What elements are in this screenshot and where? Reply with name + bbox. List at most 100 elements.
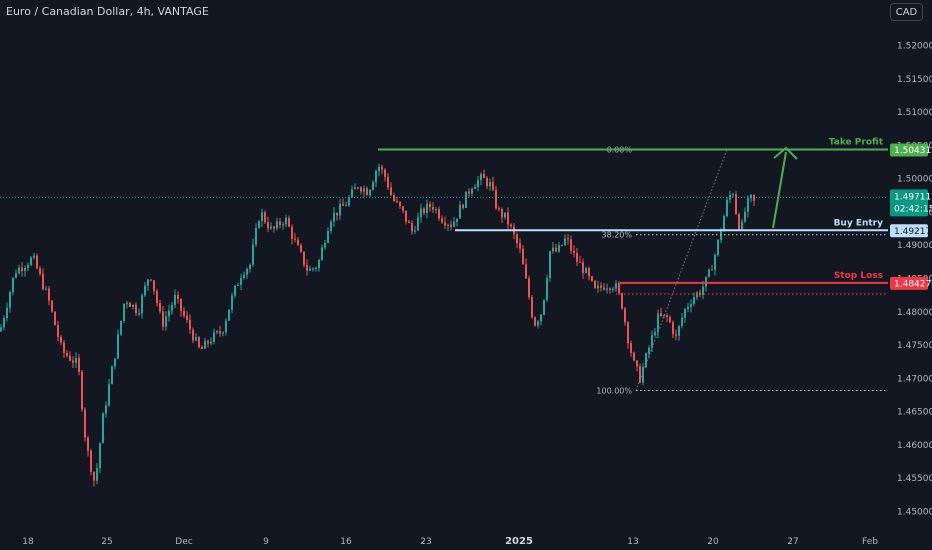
candle-body (267, 222, 269, 229)
candle (267, 216, 269, 233)
candle (81, 369, 83, 412)
buy-entry-price-label: 1.49217 (894, 227, 931, 237)
candle (123, 303, 125, 323)
candle-body (561, 244, 563, 246)
currency-button[interactable]: CAD (890, 3, 923, 21)
y-tick-label: 1.45500 (897, 474, 932, 484)
candle (501, 207, 503, 223)
candle (744, 207, 746, 224)
candle (510, 223, 512, 229)
candle-body (96, 468, 98, 481)
candle-body (540, 314, 542, 322)
candle-body (510, 224, 512, 227)
candle (93, 471, 95, 487)
candle (438, 206, 440, 221)
candle (333, 206, 335, 227)
candle-body (240, 277, 242, 285)
candle (426, 199, 428, 219)
candle-body (225, 320, 227, 333)
candle (588, 266, 590, 281)
candle (411, 220, 413, 235)
candle (291, 224, 293, 245)
candle (363, 185, 365, 198)
candle-body (447, 224, 449, 226)
candle-body (507, 212, 509, 225)
candle (726, 196, 728, 218)
candle (279, 218, 281, 229)
candle (318, 258, 320, 272)
candle-body (744, 211, 746, 222)
candle (177, 291, 179, 304)
candle (24, 265, 26, 277)
candle-body (483, 174, 485, 179)
candle-body (321, 247, 323, 261)
candle-body (138, 313, 140, 315)
candle-body (198, 337, 200, 348)
candle-body (147, 279, 149, 286)
candle (216, 329, 218, 335)
candle (540, 314, 542, 326)
candle (519, 238, 521, 254)
candle-body (348, 197, 350, 206)
take-profit-price-tag (890, 143, 928, 157)
candle-body (522, 248, 524, 265)
candle (459, 200, 461, 219)
candle (390, 182, 392, 196)
candle (516, 232, 518, 249)
countdown-label: 02:42:15 (894, 204, 932, 214)
candle-body (516, 234, 518, 244)
candle (21, 262, 23, 277)
candle (615, 279, 617, 292)
candle-body (186, 315, 188, 320)
candle (159, 299, 161, 314)
candle (429, 201, 431, 212)
candle-body (18, 267, 20, 274)
candle-body (399, 201, 401, 207)
candle (336, 212, 338, 221)
candle-body (333, 212, 335, 222)
candle (405, 210, 407, 225)
candle-body (555, 247, 557, 252)
candle-body (339, 203, 341, 216)
candle-body (645, 353, 647, 368)
candle (672, 320, 674, 339)
candle (225, 318, 227, 336)
candle-body (81, 371, 83, 410)
candle (327, 227, 329, 244)
stop-loss-label: Stop Loss (834, 271, 883, 281)
candle-body (609, 288, 611, 290)
x-tick-label: 2025 (505, 536, 533, 547)
candle (78, 354, 80, 376)
candle (498, 206, 500, 212)
candle (627, 320, 629, 349)
candle-body (156, 291, 158, 304)
candle-body (549, 251, 551, 279)
candle (525, 258, 527, 279)
x-tick-label: 23 (420, 537, 431, 547)
candle (570, 235, 572, 255)
candle (198, 336, 200, 349)
candle-body (342, 203, 344, 206)
candle-body (579, 261, 581, 263)
candle-body (726, 199, 728, 216)
candle-body (600, 285, 602, 288)
candle (189, 314, 191, 334)
candle (39, 266, 41, 276)
candle (624, 307, 626, 326)
candle (537, 319, 539, 329)
candle (243, 271, 245, 280)
candle (69, 351, 71, 362)
candle-body (327, 231, 329, 243)
candle (648, 345, 650, 359)
candle-body (84, 409, 86, 438)
buy-entry-price-tag (890, 224, 928, 238)
candle (465, 191, 467, 209)
candle (240, 273, 242, 291)
candle-body (411, 223, 413, 232)
candle-body (402, 206, 404, 211)
candle (675, 329, 677, 341)
candle-body (297, 239, 299, 246)
candle (690, 299, 692, 313)
candle-body (195, 337, 197, 341)
